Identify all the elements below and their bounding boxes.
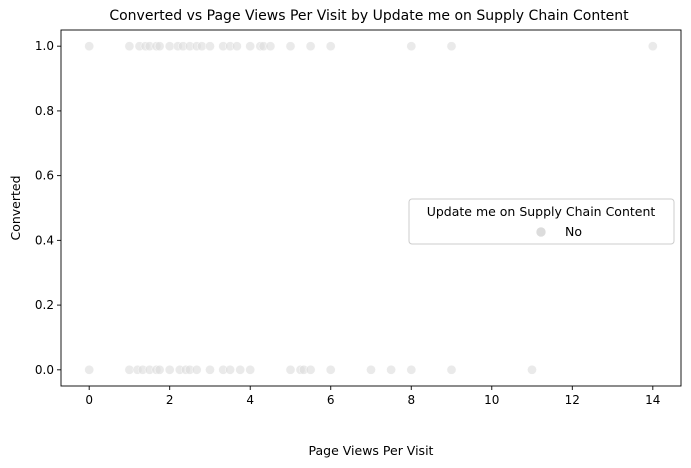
- data-point: [124, 41, 135, 52]
- data-point: [84, 364, 95, 375]
- data-point: [305, 364, 316, 375]
- data-point: [386, 364, 396, 375]
- data-point: [446, 41, 457, 52]
- legend-frame: [408, 198, 675, 245]
- x-tick-label: 4: [246, 393, 254, 407]
- legend-title: Update me on Supply Chain Content: [427, 204, 656, 219]
- data-point: [527, 364, 537, 375]
- data-point: [366, 364, 376, 375]
- plot-area-frame: [60, 29, 682, 387]
- y-tick-label: 0.8: [35, 104, 54, 118]
- data-point: [285, 41, 296, 52]
- data-point: [245, 41, 256, 52]
- data-point: [225, 364, 235, 375]
- data-point: [232, 41, 242, 52]
- y-axis-ticks: 0.0 0.2 0.4 0.6 0.8 1.0: [35, 39, 61, 377]
- data-point: [124, 364, 135, 375]
- data-point: [154, 41, 165, 52]
- y-tick-label: 0.0: [35, 363, 54, 377]
- data-point: [265, 41, 276, 52]
- data-point: [84, 41, 95, 52]
- x-tick-label: 8: [407, 393, 415, 407]
- data-point: [154, 364, 165, 375]
- x-tick-label: 6: [327, 393, 335, 407]
- x-axis-label: Page Views Per Visit: [309, 443, 434, 458]
- x-tick-label: 10: [484, 393, 499, 407]
- data-point: [325, 41, 336, 52]
- legend: Update me on Supply Chain Content No: [408, 198, 675, 245]
- legend-marker-no: [535, 226, 547, 238]
- data-point: [446, 364, 457, 375]
- x-axis-ticks: 0 2 4 6 8 10 12 14: [85, 386, 660, 407]
- data-point: [191, 364, 202, 375]
- y-axis-label: Converted: [8, 175, 23, 240]
- data-point: [305, 41, 316, 52]
- data-point: [235, 364, 246, 375]
- y-tick-label: 1.0: [35, 39, 54, 53]
- data-point: [205, 364, 215, 375]
- data-point: [285, 364, 296, 375]
- data-point: [205, 41, 215, 52]
- data-point: [164, 364, 175, 375]
- data-point: [245, 364, 256, 375]
- chart-title: Converted vs Page Views Per Visit by Upd…: [109, 8, 629, 24]
- legend-entry-no: No: [565, 224, 582, 239]
- x-tick-label: 0: [85, 393, 93, 407]
- x-tick-label: 12: [565, 393, 580, 407]
- data-point: [197, 41, 207, 52]
- data-point: [325, 364, 336, 375]
- data-point: [406, 364, 417, 375]
- y-tick-label: 0.2: [35, 298, 54, 312]
- y-tick-label: 0.4: [35, 233, 54, 247]
- scatter-points: [84, 41, 658, 375]
- x-tick-label: 2: [166, 393, 174, 407]
- y-tick-label: 0.6: [35, 169, 54, 183]
- data-point: [647, 41, 658, 52]
- data-point: [164, 41, 175, 52]
- x-tick-label: 14: [645, 393, 660, 407]
- data-point: [406, 41, 417, 52]
